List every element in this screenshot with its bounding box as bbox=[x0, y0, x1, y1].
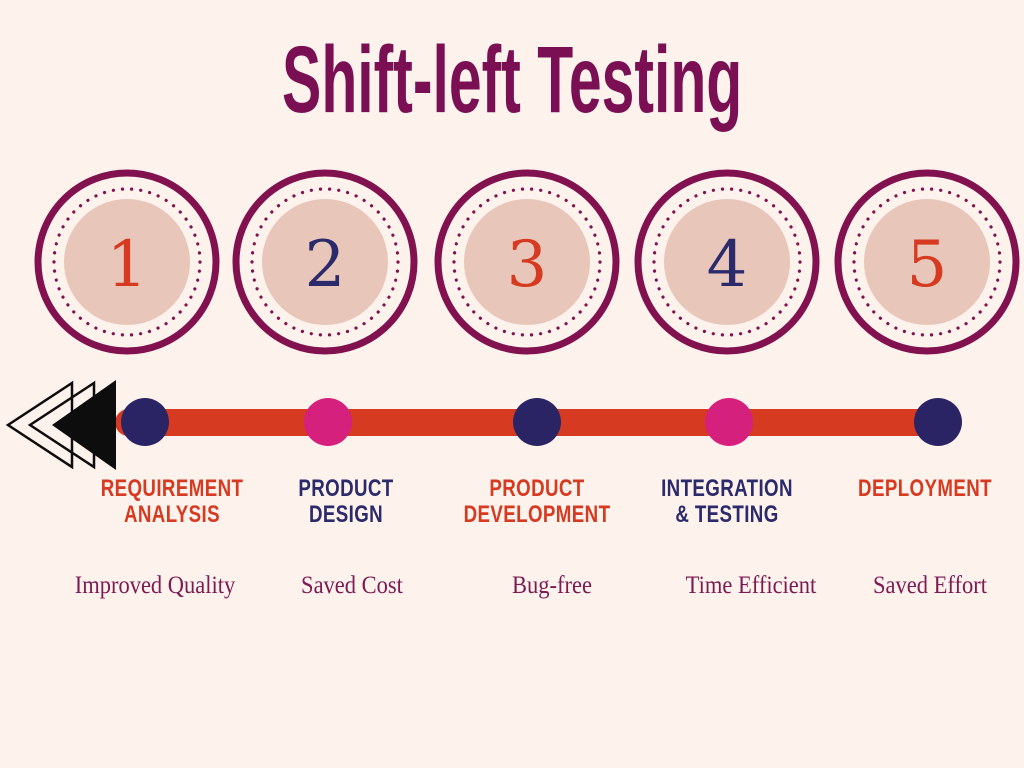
benefit-saved-effort: Saved Effort bbox=[873, 572, 987, 599]
benefit-time-efficient: Time Efficient bbox=[685, 572, 817, 599]
step-number: 1 bbox=[107, 228, 148, 302]
timeline-dot-5 bbox=[914, 398, 962, 446]
step-number: 5 bbox=[907, 228, 948, 302]
timeline-dot-4 bbox=[705, 398, 753, 446]
step-circle-4: 4 bbox=[632, 167, 822, 357]
timeline-dot-2 bbox=[304, 398, 352, 446]
timeline-dot-3 bbox=[513, 398, 561, 446]
stage-label-line1: PRODUCT bbox=[298, 475, 394, 502]
stage-label-line2: DEVELOPMENT bbox=[463, 501, 611, 528]
stage-label-line1: PRODUCT bbox=[489, 475, 585, 502]
step-number: 4 bbox=[707, 228, 748, 302]
step-medallion-icon: 1 bbox=[34, 169, 220, 355]
stage-label-line1: DEPLOYMENT bbox=[858, 475, 992, 502]
shift-left-arrow-icon bbox=[5, 380, 116, 470]
step-medallion-icon: 4 bbox=[634, 169, 820, 355]
step-number: 3 bbox=[507, 228, 548, 302]
stage-label-line2: DESIGN bbox=[308, 501, 384, 528]
stage-label-product-development: PRODUCT DEVELOPMENT bbox=[443, 476, 630, 528]
benefit-saved-cost: Saved Cost bbox=[301, 572, 403, 599]
stage-label-line1: REQUIREMENT bbox=[100, 475, 244, 502]
benefit-improved-quality: Improved Quality bbox=[74, 572, 236, 599]
step-medallion-icon: 2 bbox=[232, 169, 418, 355]
step-circle-5: 5 bbox=[832, 167, 1022, 357]
stage-label-line1: INTEGRATION bbox=[661, 475, 793, 502]
stage-label-line2: & TESTING bbox=[675, 501, 779, 528]
step-circle-2: 2 bbox=[230, 167, 420, 357]
page-title-wrap: Shift-left Testing bbox=[0, 30, 1024, 158]
stage-label-requirement-analysis: REQUIREMENT ANALYSIS bbox=[78, 476, 265, 528]
step-circle-3: 3 bbox=[432, 167, 622, 357]
timeline-dot-1 bbox=[121, 398, 169, 446]
step-number: 2 bbox=[305, 228, 346, 302]
stage-label-integration-testing: INTEGRATION & TESTING bbox=[633, 476, 820, 528]
step-circle-1: 1 bbox=[32, 167, 222, 357]
step-medallion-icon: 5 bbox=[834, 169, 1020, 355]
page-title: Shift-left Testing bbox=[281, 27, 743, 133]
step-medallion-icon: 3 bbox=[434, 169, 620, 355]
stage-label-product-design: PRODUCT DESIGN bbox=[252, 476, 439, 528]
stage-label-line2: ANALYSIS bbox=[123, 501, 221, 528]
stage-label-deployment: DEPLOYMENT bbox=[831, 476, 1018, 502]
benefit-bug-free: Bug-free bbox=[512, 572, 592, 599]
